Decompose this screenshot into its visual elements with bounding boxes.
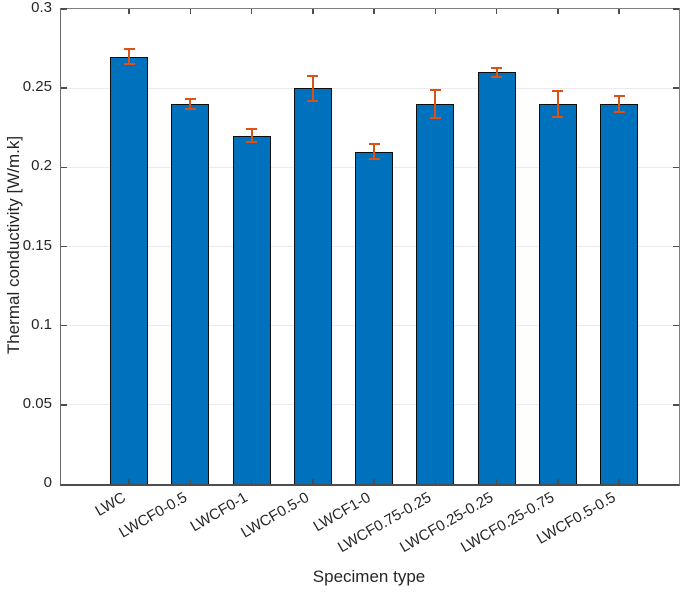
- y-tick: [673, 404, 679, 406]
- bar: [538, 104, 577, 484]
- x-tick: [618, 9, 620, 14]
- error-bar-cap: [307, 99, 319, 102]
- error-bar-cap: [184, 98, 196, 101]
- error-bar-cap: [429, 88, 441, 91]
- x-tick: [189, 9, 191, 14]
- error-bar-cap: [491, 66, 502, 69]
- x-tick: [189, 479, 191, 484]
- error-bar: [373, 143, 375, 160]
- y-tick: [61, 324, 67, 327]
- bar: [293, 88, 332, 484]
- bar: [110, 56, 148, 484]
- y-tick: [61, 245, 67, 248]
- x-axis-label: Specimen type: [312, 567, 426, 586]
- x-tick-label: LWCF0.5-0: [238, 489, 313, 542]
- error-bar-cap: [184, 107, 196, 110]
- x-tick: [618, 479, 620, 484]
- bar: [232, 135, 271, 484]
- y-tick: [61, 166, 67, 169]
- y-tick-label: 0.15: [22, 236, 52, 254]
- x-tick: [557, 9, 559, 14]
- y-tick-label: 0.1: [31, 315, 52, 333]
- bar: [355, 151, 393, 484]
- x-tick: [373, 9, 375, 14]
- error-bar-cap: [123, 63, 135, 66]
- x-tick: [128, 479, 130, 484]
- x-tick: [434, 9, 436, 14]
- y-tick: [61, 87, 67, 89]
- error-bar-cap: [246, 141, 257, 143]
- y-tick-label: 0: [43, 474, 52, 491]
- error-bar: [128, 48, 130, 65]
- error-bar-cap: [552, 90, 564, 93]
- error-bar-cap: [552, 115, 564, 118]
- x-tick-label: LWC: [92, 489, 129, 520]
- x-tick: [495, 9, 498, 14]
- error-bar: [250, 129, 253, 142]
- x-tick: [312, 479, 314, 484]
- error-bar-cap: [123, 47, 135, 50]
- bar: [477, 72, 516, 484]
- y-tick: [673, 87, 679, 89]
- plot-area: [60, 8, 680, 486]
- bar: [600, 104, 638, 484]
- error-bar: [618, 96, 620, 112]
- error-bar-cap: [491, 76, 502, 79]
- error-bar-cap: [246, 128, 257, 131]
- x-tick: [312, 9, 314, 14]
- y-tick-label: 0.25: [22, 78, 52, 96]
- y-tick-label: 0.3: [31, 0, 52, 16]
- error-bar-cap: [307, 74, 319, 77]
- x-tick: [128, 9, 130, 14]
- gridline: [61, 87, 679, 89]
- error-bar-cap: [613, 110, 625, 113]
- error-bar-cap: [368, 158, 380, 161]
- error-bar-cap: [368, 142, 380, 145]
- error-bar-cap: [613, 95, 625, 98]
- x-tick: [373, 479, 375, 484]
- error-bar: [189, 99, 192, 109]
- y-tick: [673, 245, 679, 248]
- y-tick: [61, 404, 67, 406]
- error-bar: [495, 67, 498, 78]
- x-tick: [434, 479, 436, 484]
- y-tick: [61, 8, 67, 10]
- bar: [171, 104, 210, 484]
- x-tick: [250, 9, 253, 14]
- error-bar-cap: [429, 117, 441, 120]
- error-bar: [434, 89, 437, 119]
- x-tick: [250, 479, 253, 484]
- y-tick: [673, 324, 679, 327]
- x-tick-label: LWCF0-0.5: [115, 489, 190, 542]
- y-tick-label: 0.2: [31, 157, 52, 175]
- error-bar: [556, 91, 559, 117]
- x-tick: [557, 479, 559, 484]
- y-tick: [673, 8, 679, 10]
- y-tick-label: 0.05: [22, 394, 52, 412]
- y-tick: [673, 166, 679, 169]
- x-tick: [495, 479, 498, 484]
- bar: [416, 104, 455, 484]
- error-bar: [311, 75, 314, 101]
